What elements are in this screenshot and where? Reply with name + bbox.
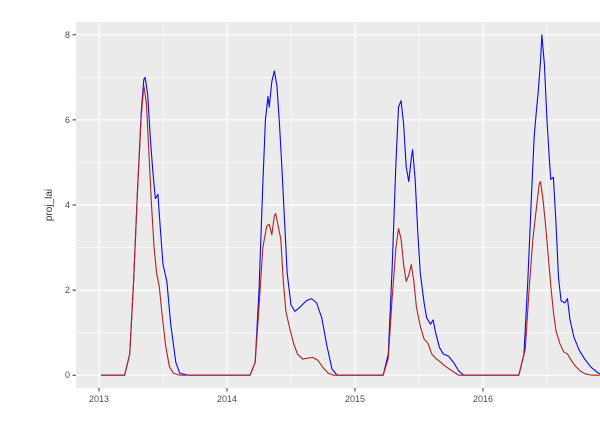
y-tick-label: 6 [65, 115, 70, 125]
chart-canvas: 2013201420152016201702468proj_lai [44, 22, 600, 404]
x-tick-label: 2015 [345, 394, 365, 404]
x-tick-label: 2016 [473, 394, 493, 404]
chart-figure: 2013201420152016201702468proj_lai [40, 16, 600, 416]
x-tick-label: 2014 [217, 394, 237, 404]
y-tick-label: 0 [65, 370, 70, 380]
y-tick-label: 2 [65, 285, 70, 295]
x-tick-label: 2013 [89, 394, 109, 404]
blue-series-line [101, 34, 600, 376]
red-series-line [101, 85, 600, 376]
y-tick-label: 8 [65, 30, 70, 40]
y-axis-label: proj_lai [44, 189, 55, 221]
y-tick-label: 4 [65, 200, 70, 210]
